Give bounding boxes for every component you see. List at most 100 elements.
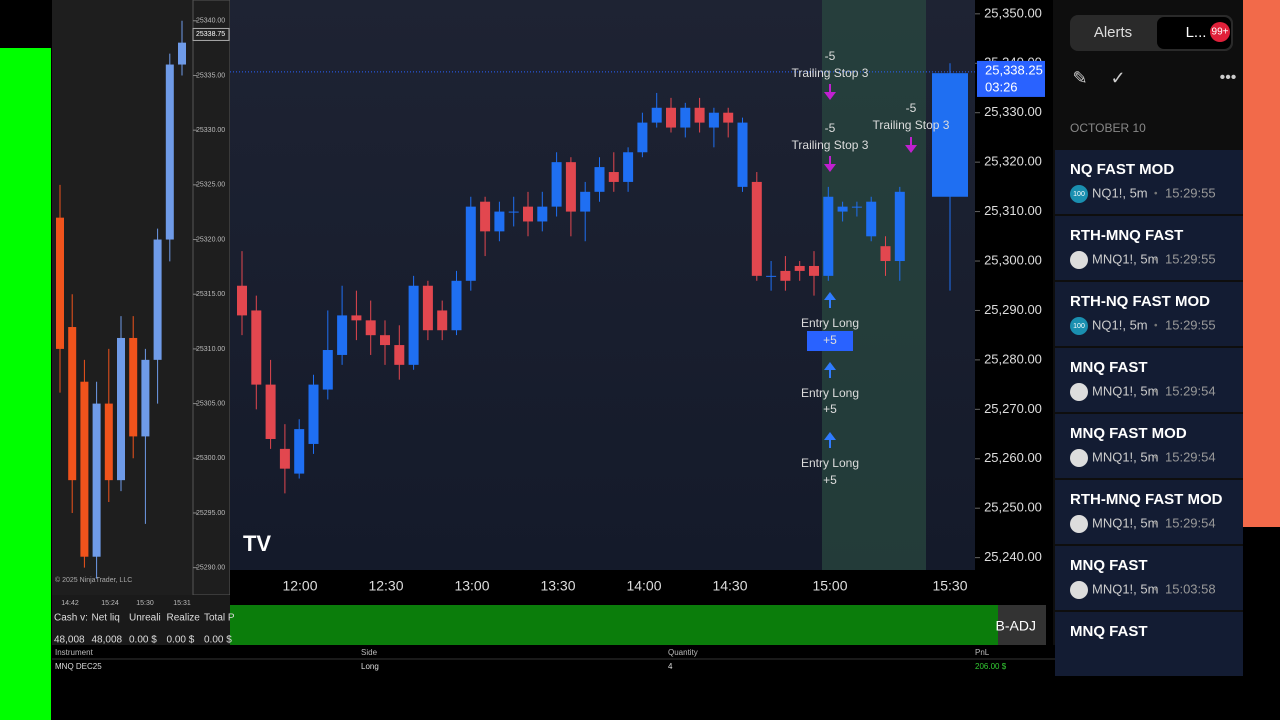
alert-icon [1070, 581, 1088, 599]
alert-time: 15:03:58 [1165, 581, 1216, 596]
alert-title[interactable]: RTH-MNQ FAST [1070, 227, 1183, 244]
candle-body [694, 107, 705, 123]
last-price-box [192, 27, 230, 41]
alert-time: 15:29:54 [1165, 449, 1216, 464]
candle-body [766, 275, 777, 277]
y-tick-label: 25305.00 [196, 400, 225, 407]
candle-body [337, 315, 348, 355]
alert-sep: • [1154, 519, 1158, 530]
candle-body [465, 206, 476, 281]
candle-body [723, 112, 734, 123]
candle-body [68, 327, 77, 481]
b-adj-label[interactable]: B-ADJ [996, 618, 1036, 634]
account-value: 48,008 [92, 635, 123, 646]
x-tick-label: 15:30 [136, 600, 154, 607]
alert-symbol: NQ1!, 5m [1092, 185, 1148, 200]
y-tick-label: 25330.00 [196, 127, 225, 134]
alert-item[interactable] [1055, 480, 1243, 544]
green-bar [0, 48, 51, 720]
alert-item[interactable] [1055, 414, 1243, 478]
more-menu[interactable]: ••• [1220, 69, 1237, 86]
candle-body [294, 429, 305, 474]
candle-body [780, 270, 791, 281]
positions-cell: Long [361, 662, 379, 671]
y-tick-label: 25310.00 [196, 346, 225, 353]
candle-body [365, 320, 376, 336]
alert-sep: • [1154, 255, 1158, 266]
tv-logo: TV [243, 531, 271, 556]
account-value: 48,008 [54, 635, 85, 646]
candle-body [178, 42, 186, 65]
date-header: OCTOBER 10 [1070, 121, 1146, 135]
current-price: 25,338.25 [985, 62, 1043, 77]
alert-symbol: NQ1!, 5m [1092, 317, 1148, 332]
account-value: 0.00 $ [204, 635, 232, 646]
candle-body [279, 448, 290, 469]
alert-item[interactable] [1055, 546, 1243, 610]
alert-item[interactable] [1055, 216, 1243, 280]
entry-arrow [824, 362, 836, 378]
positions-cell: 206.00 $ [975, 662, 1007, 671]
candle-body [794, 265, 805, 271]
tab-log[interactable]: L... [1186, 24, 1207, 41]
x-tick-label: 12:30 [368, 578, 403, 594]
x-tick-label: 14:42 [61, 600, 79, 607]
brush-icon[interactable]: ✎ [1072, 68, 1087, 88]
candle-body [623, 152, 634, 182]
candle-body [380, 335, 390, 346]
annotation: +5 [823, 402, 837, 416]
positions-cell: 4 [668, 662, 673, 671]
candle-body [523, 206, 533, 222]
tab-alerts[interactable]: Alerts [1094, 24, 1132, 41]
alert-title[interactable]: MNQ FAST [1070, 359, 1148, 376]
alert-sep: • [1154, 189, 1158, 200]
check-icon[interactable]: ✓ [1110, 68, 1125, 88]
positions-bg [52, 645, 1243, 720]
alert-sep: • [1154, 321, 1158, 332]
alert-item[interactable] [1055, 150, 1243, 214]
y-tick-label: 25290.00 [196, 565, 225, 572]
candle-body [322, 350, 333, 390]
alert-title[interactable]: MNQ FAST [1070, 623, 1148, 640]
annotation: -5 [825, 49, 836, 63]
candle-body [394, 345, 405, 365]
candle-body [165, 64, 174, 240]
candle-body [104, 403, 113, 481]
candle-body [251, 310, 262, 385]
alert-icon-label: 100 [1073, 323, 1085, 330]
exit-arrow [905, 137, 917, 153]
b-adj-button[interactable] [998, 605, 1046, 645]
y-tick-label: 25,300.00 [984, 252, 1042, 267]
candle-body [894, 191, 905, 262]
positions-header: PnL [975, 648, 990, 657]
active-tab[interactable] [1157, 17, 1231, 49]
y-tick-label: 25340.00 [196, 18, 225, 25]
account-header: Unreali [129, 613, 161, 624]
candle-body [237, 285, 247, 316]
alert-item[interactable] [1055, 348, 1243, 412]
candle-body [851, 206, 862, 208]
annotation: Trailing Stop 3 [792, 66, 869, 80]
alert-title[interactable]: NQ FAST MOD [1070, 161, 1174, 178]
alert-item[interactable] [1055, 282, 1243, 346]
x-tick-label: 14:00 [626, 578, 661, 594]
account-header: Cash v: [54, 613, 88, 624]
account-header: Net liq [92, 613, 120, 624]
alert-time: 15:29:54 [1165, 383, 1216, 398]
annotation: Entry Long [801, 456, 859, 470]
candle-body [80, 381, 89, 557]
alert-title[interactable]: MNQ FAST [1070, 557, 1148, 574]
y-tick-label: 25,330.00 [984, 104, 1042, 119]
candle-body [637, 122, 648, 153]
alert-sep: • [1154, 453, 1158, 464]
alert-title[interactable]: MNQ FAST MOD [1070, 425, 1187, 442]
x-tick-label: 13:00 [454, 578, 489, 594]
x-tick-label: 13:30 [540, 578, 575, 594]
annotation: -5 [906, 101, 917, 115]
alert-icon [1070, 383, 1088, 401]
alert-item[interactable] [1055, 612, 1243, 676]
alert-title[interactable]: RTH-NQ FAST MOD [1070, 293, 1210, 310]
alert-title[interactable]: RTH-MNQ FAST MOD [1070, 491, 1223, 508]
y-tick-label: 25,280.00 [984, 351, 1042, 366]
annotation: -5 [825, 121, 836, 135]
